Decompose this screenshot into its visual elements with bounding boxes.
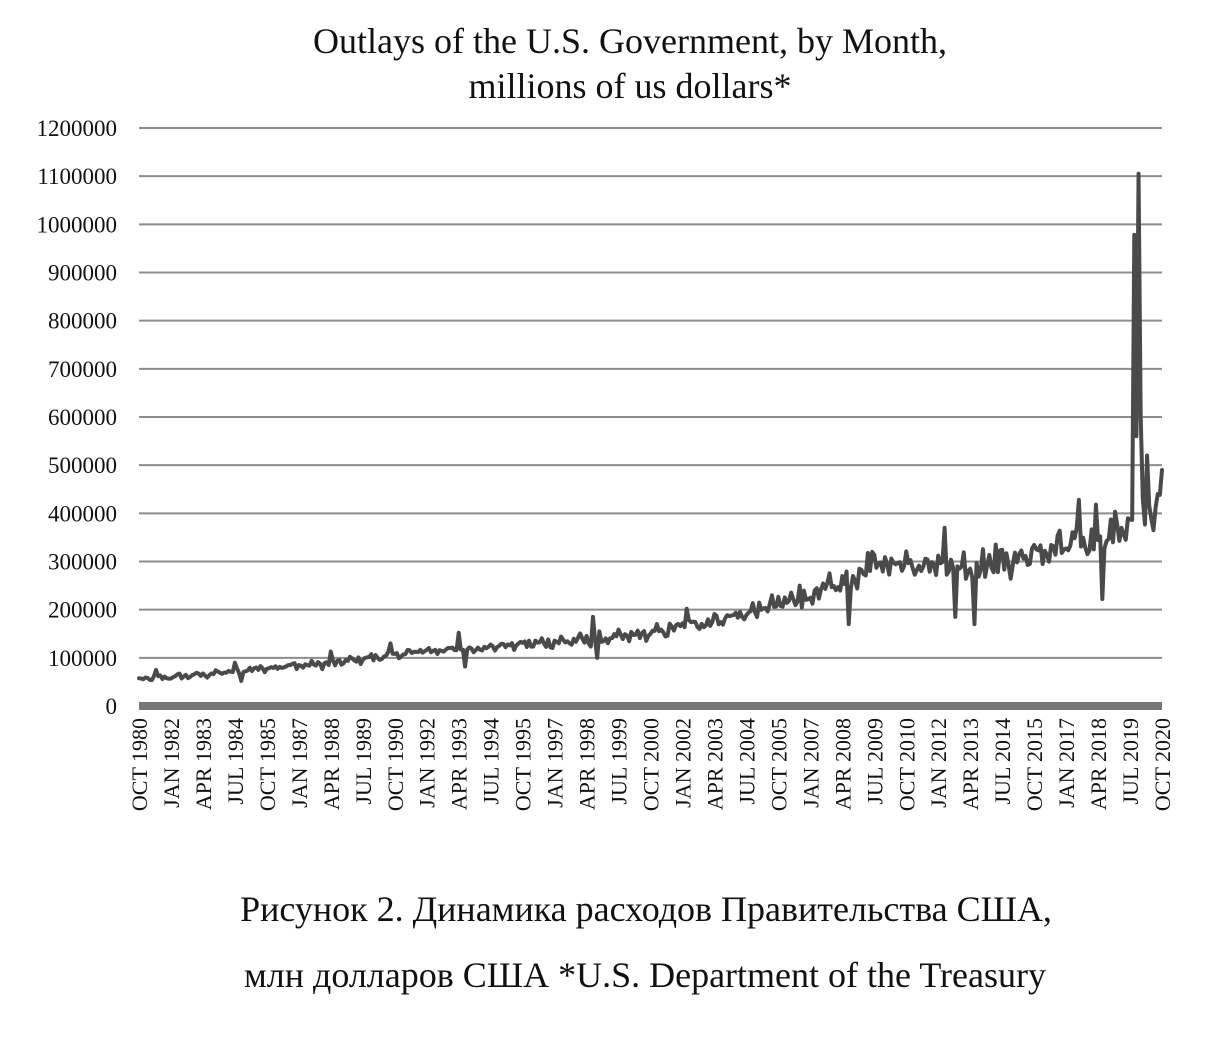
y-tick-label-900000: 900000 bbox=[48, 261, 117, 286]
x-tick-label-60: OCT 1985 bbox=[255, 718, 280, 811]
y-tick-label-1100000: 1100000 bbox=[37, 164, 117, 189]
x-tick-label-420: OCT 2015 bbox=[1022, 718, 1047, 811]
x-tick-label-450: APR 2018 bbox=[1086, 718, 1111, 810]
x-tick-label-405: JUL 2014 bbox=[990, 718, 1015, 805]
figure-caption-line-1: Рисунок 2. Динамика расходов Правительст… bbox=[240, 889, 1052, 929]
x-tick-label-300: OCT 2005 bbox=[766, 718, 791, 811]
series-outlays bbox=[137, 171, 1164, 683]
x-tick-label-435: JAN 2017 bbox=[1054, 718, 1079, 808]
x-tick-label-390: APR 2013 bbox=[958, 718, 983, 810]
gridlines bbox=[139, 127, 1162, 707]
x-tick-label-255: JAN 2002 bbox=[670, 718, 695, 808]
y-axis-tick-labels: 0 100000 200000 300000 400000 500000 600000 700… bbox=[37, 116, 118, 719]
x-tick-label-180: OCT 1995 bbox=[511, 718, 536, 811]
x-tick-label-75: JAN 1987 bbox=[287, 718, 312, 808]
x-tick-label-210: APR 1998 bbox=[575, 718, 600, 810]
x-tick-label-315: JAN 2007 bbox=[798, 718, 823, 808]
x-tick-label-15: JAN 1982 bbox=[159, 718, 184, 808]
x-tick-label-135: JAN 1992 bbox=[415, 718, 440, 808]
x-tick-label-120: OCT 1990 bbox=[383, 718, 408, 811]
x-tick-label-285: JUL 2004 bbox=[734, 718, 759, 805]
x-tick-label-105: JUL 1989 bbox=[351, 718, 376, 805]
y-tick-label-1200000: 1200000 bbox=[37, 116, 118, 141]
x-tick-label-90: APR 1988 bbox=[319, 718, 344, 810]
y-tick-label-400000: 400000 bbox=[48, 501, 117, 526]
x-tick-label-225: JUL 1999 bbox=[607, 718, 632, 805]
series-line-outlays bbox=[137, 171, 1164, 683]
x-tick-label-330: APR 2008 bbox=[830, 718, 855, 810]
x-tick-label-240: OCT 2000 bbox=[639, 718, 664, 811]
y-tick-label-300000: 300000 bbox=[48, 550, 117, 575]
x-tick-label-45: JUL 1984 bbox=[223, 718, 248, 805]
x-tick-label-375: JAN 2012 bbox=[926, 718, 951, 808]
y-tick-label-100000: 100000 bbox=[48, 646, 117, 671]
chart-title-line-1: Outlays of the U.S. Government, by Month… bbox=[313, 21, 947, 61]
x-axis: OCT 1980 JAN 1982 APR 1983 JUL 1984 OCT 1985… bbox=[127, 702, 1175, 811]
x-tick-label-195: JAN 1997 bbox=[543, 718, 568, 808]
x-tick-label-165: JUL 1994 bbox=[479, 718, 504, 805]
x-tick-label-270: APR 2003 bbox=[702, 718, 727, 810]
chart-title-line-2: millions of us dollars* bbox=[469, 66, 792, 106]
y-tick-label-200000: 200000 bbox=[48, 598, 117, 623]
x-tick-label-480: OCT 2020 bbox=[1150, 718, 1175, 811]
x-tick-label-345: JUL 2009 bbox=[862, 718, 887, 805]
y-tick-label-500000: 500000 bbox=[48, 453, 117, 478]
y-tick-label-0: 0 bbox=[106, 694, 118, 719]
y-tick-label-800000: 800000 bbox=[48, 309, 117, 334]
y-tick-label-700000: 700000 bbox=[48, 357, 117, 382]
x-tick-label-150: APR 1993 bbox=[447, 718, 472, 810]
outlays-line-chart: Outlays of the U.S. Government, by Month… bbox=[37, 21, 1176, 811]
x-tick-label-0: OCT 1980 bbox=[127, 718, 152, 811]
x-tick-label-30: APR 1983 bbox=[191, 718, 216, 810]
x-tick-label-465: JUL 2019 bbox=[1118, 718, 1143, 805]
x-tick-label-360: OCT 2010 bbox=[894, 718, 919, 811]
y-tick-label-600000: 600000 bbox=[48, 405, 117, 430]
figure-caption-line-2: млн долларов США *U.S. Department of the… bbox=[243, 955, 1047, 995]
y-tick-label-1000000: 1000000 bbox=[37, 212, 118, 237]
